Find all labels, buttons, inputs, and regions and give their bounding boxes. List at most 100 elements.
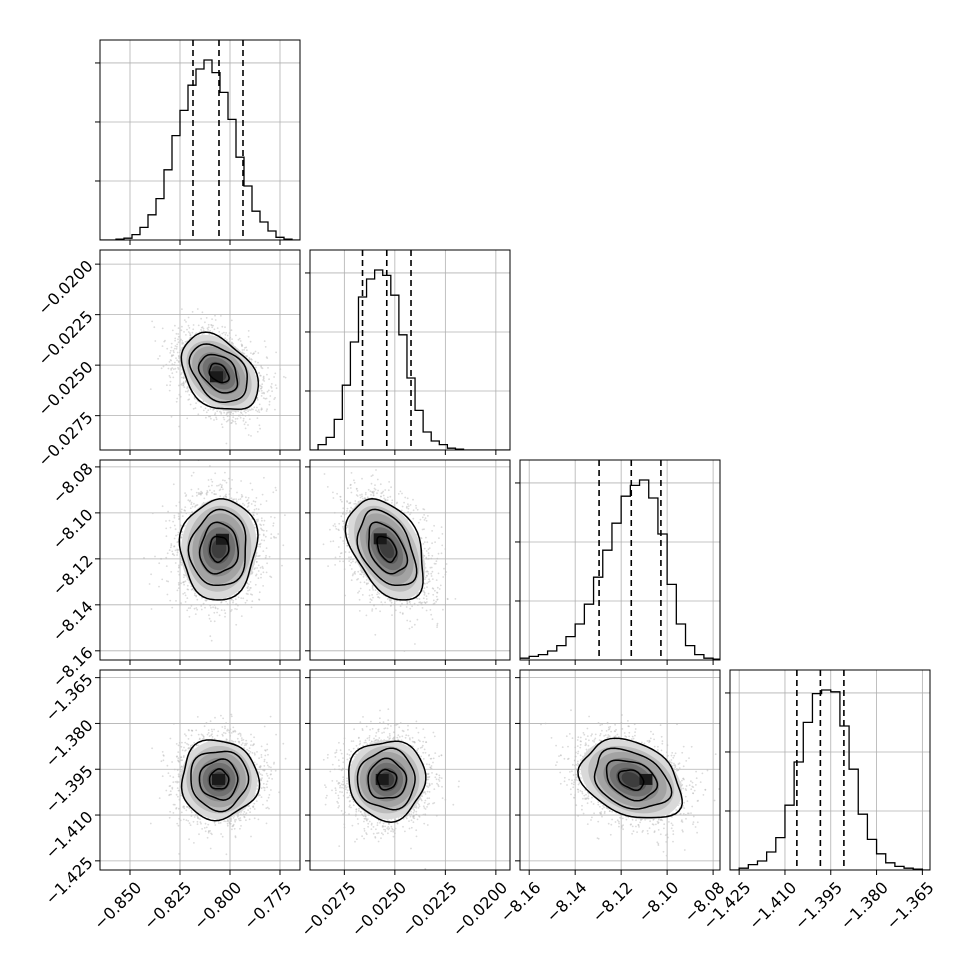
- scatter-point: [275, 351, 277, 354]
- scatter-point: [268, 555, 271, 558]
- scatter-point: [220, 423, 223, 426]
- scatter-point: [259, 387, 262, 390]
- scatter-point: [266, 408, 268, 411]
- scatter-point: [284, 514, 286, 517]
- scatter-point: [191, 511, 194, 513]
- scatter-point: [170, 342, 173, 345]
- scatter-point: [259, 566, 262, 569]
- scatter-point: [187, 316, 190, 319]
- scatter-point: [219, 334, 222, 336]
- scatter-point: [216, 327, 219, 329]
- scatter-point: [180, 329, 183, 332]
- scatter-point: [213, 419, 215, 421]
- scatter-point: [165, 535, 168, 538]
- scatter-point: [153, 326, 156, 329]
- scatter-point: [269, 395, 272, 397]
- scatter-point: [184, 601, 187, 603]
- scatter-point: [177, 355, 180, 357]
- scatter-point: [165, 556, 168, 559]
- scatter-point: [225, 332, 228, 334]
- scatter-point: [179, 395, 182, 398]
- scatter-point: [177, 570, 180, 573]
- scatter-point: [176, 345, 178, 348]
- scatter-point: [246, 408, 249, 410]
- scatter-point: [224, 337, 227, 340]
- scatter-point: [231, 479, 234, 481]
- scatter-point: [170, 543, 173, 545]
- scatter-point: [235, 422, 237, 425]
- scatter-point: [274, 396, 276, 399]
- scatter-point: [262, 397, 265, 399]
- scatter-point: [248, 358, 251, 361]
- scatter-point: [192, 324, 195, 326]
- scatter-point: [251, 593, 254, 596]
- scatter-point: [185, 334, 187, 336]
- scatter-point: [242, 597, 245, 600]
- scatter-point: [213, 328, 216, 331]
- scatter-point: [230, 319, 233, 322]
- scatter-point: [253, 406, 256, 409]
- scatter-point: [275, 489, 278, 492]
- scatter-point: [188, 615, 191, 618]
- scatter-point: [168, 389, 171, 392]
- scatter-point: [264, 535, 267, 538]
- scatter-point: [209, 604, 212, 607]
- scatter-point: [162, 365, 165, 368]
- scatter-point: [175, 357, 177, 360]
- scatter-point: [247, 410, 250, 412]
- scatter-point: [250, 606, 253, 609]
- scatter-point: [179, 524, 182, 526]
- scatter-point: [180, 373, 182, 376]
- scatter-point: [176, 351, 179, 354]
- scatter-point: [177, 327, 180, 329]
- scatter-point: [258, 371, 260, 374]
- scatter-point: [221, 426, 224, 429]
- scatter-point: [226, 415, 229, 418]
- scatter-point: [244, 414, 247, 417]
- scatter-point: [183, 386, 186, 388]
- scatter-point: [270, 516, 272, 518]
- scatter-point: [175, 600, 177, 602]
- scatter-point: [202, 329, 205, 332]
- scatter-point: [256, 430, 259, 433]
- scatter-point: [282, 544, 285, 547]
- scatter-point: [266, 357, 269, 359]
- scatter-point: [235, 623, 238, 626]
- scatter-point: [247, 593, 249, 595]
- scatter-point: [243, 504, 246, 507]
- scatter-point: [202, 409, 205, 412]
- scatter-point: [181, 340, 184, 342]
- scatter-point: [224, 333, 227, 336]
- scatter-point: [200, 406, 202, 408]
- hist-panel-1: [305, 249, 511, 451]
- scatter-point: [160, 557, 162, 560]
- scatter-point: [161, 327, 164, 330]
- scatter-point: [184, 594, 187, 597]
- hist-panel-0: [95, 39, 301, 241]
- scatter-point: [200, 317, 203, 320]
- scatter-point: [261, 383, 264, 386]
- scatter-point: [175, 332, 178, 335]
- scatter-point: [186, 417, 189, 420]
- scatter-point: [225, 495, 227, 498]
- scatter-point: [209, 330, 212, 332]
- scatter-point: [232, 416, 235, 419]
- scatter-point: [257, 577, 260, 580]
- scatter-point: [229, 413, 232, 416]
- scatter-point: [166, 347, 169, 350]
- scatter-point: [154, 555, 156, 558]
- scatter-point: [258, 424, 261, 427]
- scatter-point: [225, 481, 228, 484]
- hist-grid-3: [730, 670, 930, 870]
- scatter-point: [196, 608, 199, 611]
- scatter-point: [216, 607, 219, 610]
- hist-panel-3: [725, 669, 931, 871]
- scatter-point: [266, 373, 268, 376]
- scatter-point: [189, 507, 192, 510]
- scatter-point: [260, 407, 263, 410]
- scatter-point: [228, 477, 231, 480]
- scatter-point: [279, 368, 282, 370]
- scatter-point: [191, 588, 194, 590]
- scatter-point: [214, 413, 216, 416]
- scatter-point: [247, 424, 249, 426]
